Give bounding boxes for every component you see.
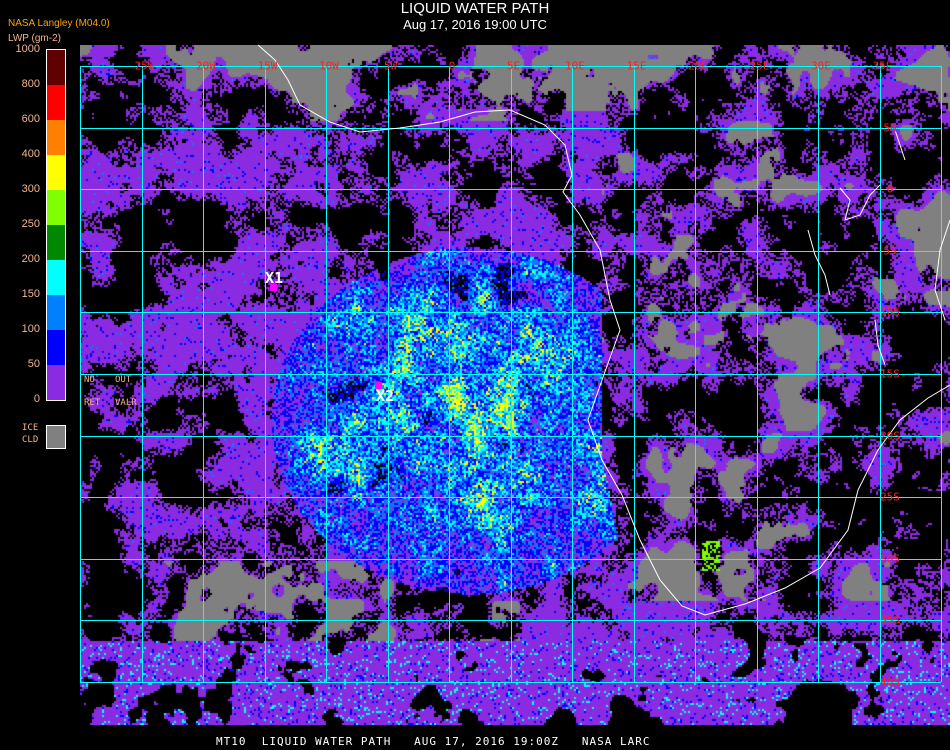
scale-tick: 200	[21, 253, 40, 265]
lat-label: 25S	[880, 490, 900, 504]
map-subtitle: Aug 17, 2016 19:00 UTC	[403, 17, 547, 32]
lon-label: 20E	[688, 59, 708, 73]
out-label: OUT	[115, 375, 132, 385]
color-bin-0	[47, 365, 65, 400]
scale-tick: 1000	[15, 43, 40, 55]
legend-unit: LWP (gm-2)	[8, 33, 61, 44]
valr-label: VALR	[115, 398, 137, 408]
color-bin-3	[47, 260, 65, 295]
lon-label: 30E	[811, 59, 831, 73]
lon-label: 35E	[872, 59, 893, 73]
scale-tick: 100	[21, 323, 40, 335]
scale-tick: 600	[21, 113, 40, 125]
lon-label: 15W	[257, 59, 278, 73]
lat-label: 20S	[880, 429, 900, 443]
lat-label: 15S	[880, 367, 900, 381]
lon-label: 10E	[565, 59, 585, 73]
legend-source: NASA Langley (M04.0)	[8, 18, 110, 29]
scale-tick: 50	[27, 358, 40, 370]
color-bin-8	[47, 85, 65, 120]
lon-label: 0	[448, 59, 456, 73]
lon-label: 25W	[134, 59, 155, 73]
marker-x2-label: X2	[376, 387, 395, 405]
map-title: LIQUID WATER PATH	[400, 0, 550, 17]
ice-label-1: ICE	[22, 423, 39, 433]
ret-label: RET	[84, 398, 101, 408]
lon-label: 20W	[196, 59, 216, 73]
lat-label: 35S	[880, 613, 900, 627]
no-ret-label: NO	[84, 375, 95, 385]
lwp-map-image	[80, 45, 950, 725]
lon-label: 5E	[506, 59, 521, 73]
marker-x1-box	[270, 284, 277, 291]
color-scale-bar	[46, 49, 66, 401]
lon-label: 15E	[626, 59, 647, 73]
ice-label-2: CLD	[22, 435, 39, 445]
marker-x2-box	[375, 382, 382, 389]
lat-label: 0	[886, 182, 894, 196]
scale-tick: 400	[21, 148, 40, 160]
lat-label: 5S	[883, 244, 897, 258]
marker-x1-label: X1	[265, 269, 284, 287]
lon-label: 5W	[383, 59, 398, 73]
footer-caption: MT10 LIQUID WATER PATH AUG 17, 2016 19:0…	[216, 735, 651, 748]
scale-tick: 800	[21, 78, 40, 90]
lat-label: 30S	[880, 552, 900, 566]
color-bin-4	[47, 225, 65, 260]
scale-tick: 300	[21, 183, 40, 195]
scale-tick: 150	[21, 288, 40, 300]
color-bin-6	[47, 155, 65, 190]
lat-label: 40S	[880, 675, 900, 689]
lon-label: 25E	[749, 59, 770, 73]
scale-tick: 250	[21, 218, 40, 230]
color-bin-2	[47, 295, 65, 330]
scale-tick: 0	[33, 393, 40, 405]
color-bin-1	[47, 330, 65, 365]
color-bin-7	[47, 120, 65, 155]
ice-cloud-swatch	[46, 425, 66, 449]
lat-label: 10S	[880, 305, 900, 319]
lon-label: 10W	[319, 59, 339, 73]
color-bin-9	[47, 50, 65, 85]
lat-label: 5N	[883, 121, 897, 135]
color-bin-5	[47, 190, 65, 225]
